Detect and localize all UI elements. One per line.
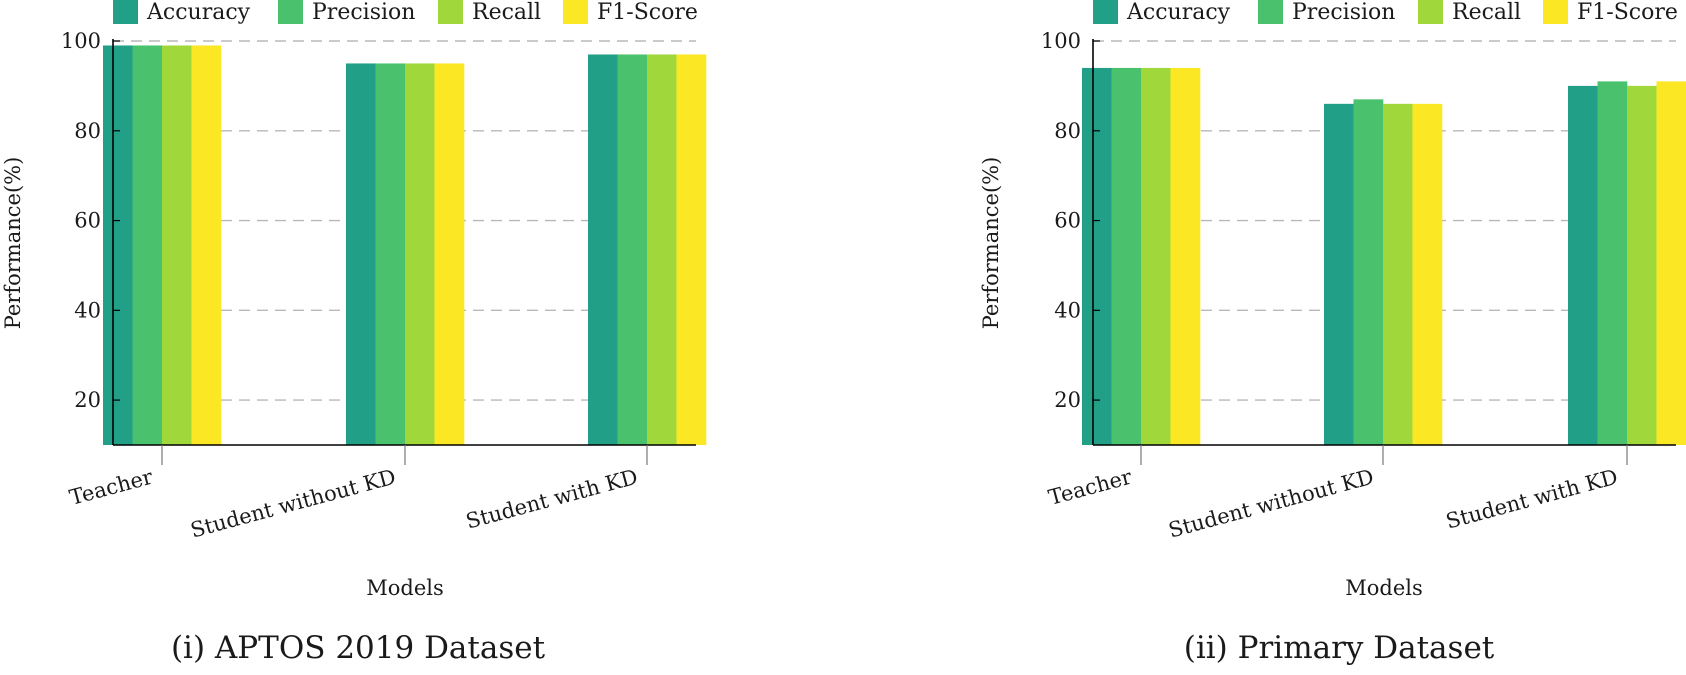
bar-accuracy-2 bbox=[1324, 103, 1354, 445]
bar-precision-1 bbox=[1111, 67, 1142, 445]
bar-recall-1 bbox=[1141, 67, 1171, 445]
legend-swatch-f1-score bbox=[1543, 0, 1568, 24]
bar-precision-2 bbox=[1353, 99, 1384, 445]
x-axis-title: Models bbox=[366, 576, 444, 600]
x-category-label: Teacher bbox=[1046, 464, 1135, 509]
x-category-label: Teacher bbox=[67, 464, 156, 509]
legend-label-precision: Precision bbox=[1292, 0, 1395, 25]
y-tick-label: 80 bbox=[1054, 119, 1081, 143]
chart-caption: (ii) Primary Dataset bbox=[1184, 630, 1495, 666]
bar-precision-2 bbox=[375, 63, 406, 445]
bar-accuracy-3 bbox=[588, 54, 618, 445]
y-tick-label: 20 bbox=[1054, 388, 1081, 412]
chart-caption: (i) APTOS 2019 Dataset bbox=[171, 630, 546, 666]
legend-label-recall: Recall bbox=[1452, 0, 1521, 25]
legend-label-recall: Recall bbox=[472, 0, 541, 25]
bar-f1-score-1 bbox=[1170, 67, 1201, 445]
x-category-label: Student with KD bbox=[463, 465, 640, 534]
y-axis-title: Performance(%) bbox=[979, 157, 1003, 330]
bar-recall-1 bbox=[162, 45, 192, 445]
bar-precision-1 bbox=[132, 45, 163, 445]
legend: Accuracy Precision Recall F1-Score bbox=[1093, 0, 1678, 25]
legend-label-f1-score: F1-Score bbox=[1577, 0, 1678, 25]
legend-swatch-f1-score bbox=[563, 0, 588, 24]
y-tick-label: 100 bbox=[1041, 29, 1081, 53]
legend: Accuracy Precision Recall F1-Score bbox=[113, 0, 698, 25]
y-tick-label: 100 bbox=[61, 29, 101, 53]
y-tick-label: 80 bbox=[74, 119, 101, 143]
y-tick-label: 60 bbox=[1054, 209, 1081, 233]
x-axis-title: Models bbox=[1345, 576, 1423, 600]
chart-panel-1: 20 40 60 80 100 Teacher Student without KD Stud… bbox=[1, 0, 707, 666]
bar-precision-3 bbox=[617, 54, 648, 445]
bar-recall-3 bbox=[1627, 85, 1657, 445]
legend-swatch-recall bbox=[1418, 0, 1443, 24]
bar-f1-score-2 bbox=[434, 63, 465, 445]
bar-f1-score-3 bbox=[1656, 81, 1686, 446]
x-category-label: Student without KD bbox=[1166, 465, 1376, 543]
legend-swatch-recall bbox=[438, 0, 463, 24]
bar-precision-3 bbox=[1597, 81, 1628, 446]
y-tick-label: 60 bbox=[74, 209, 101, 233]
bar-f1-score-2 bbox=[1412, 103, 1443, 445]
y-tick-label: 40 bbox=[1054, 298, 1081, 322]
bar-accuracy-1 bbox=[103, 45, 133, 445]
legend-swatch-precision bbox=[278, 0, 303, 24]
bar-accuracy-1 bbox=[1082, 67, 1112, 445]
y-tick-label: 20 bbox=[74, 388, 101, 412]
x-category-label: Student without KD bbox=[188, 465, 398, 543]
bar-recall-2 bbox=[1383, 103, 1413, 445]
bar-recall-2 bbox=[405, 63, 435, 445]
x-category-label: Student with KD bbox=[1443, 465, 1620, 534]
legend-swatch-precision bbox=[1258, 0, 1283, 24]
legend-label-precision: Precision bbox=[312, 0, 415, 25]
bar-accuracy-2 bbox=[346, 63, 376, 445]
bar-f1-score-3 bbox=[676, 54, 707, 445]
y-tick-label: 40 bbox=[74, 298, 101, 322]
y-axis-title: Performance(%) bbox=[1, 157, 25, 330]
legend-label-f1-score: F1-Score bbox=[597, 0, 698, 25]
bar-f1-score-1 bbox=[191, 45, 222, 445]
legend-label-accuracy: Accuracy bbox=[1126, 0, 1231, 25]
legend-label-accuracy: Accuracy bbox=[146, 0, 251, 25]
legend-swatch-accuracy bbox=[113, 0, 138, 24]
bar-recall-3 bbox=[647, 54, 677, 445]
bar-accuracy-3 bbox=[1568, 85, 1598, 445]
legend-swatch-accuracy bbox=[1093, 0, 1118, 24]
chart-panel-2: 20 40 60 80 100 Teacher Student without KD Stud… bbox=[979, 0, 1686, 666]
